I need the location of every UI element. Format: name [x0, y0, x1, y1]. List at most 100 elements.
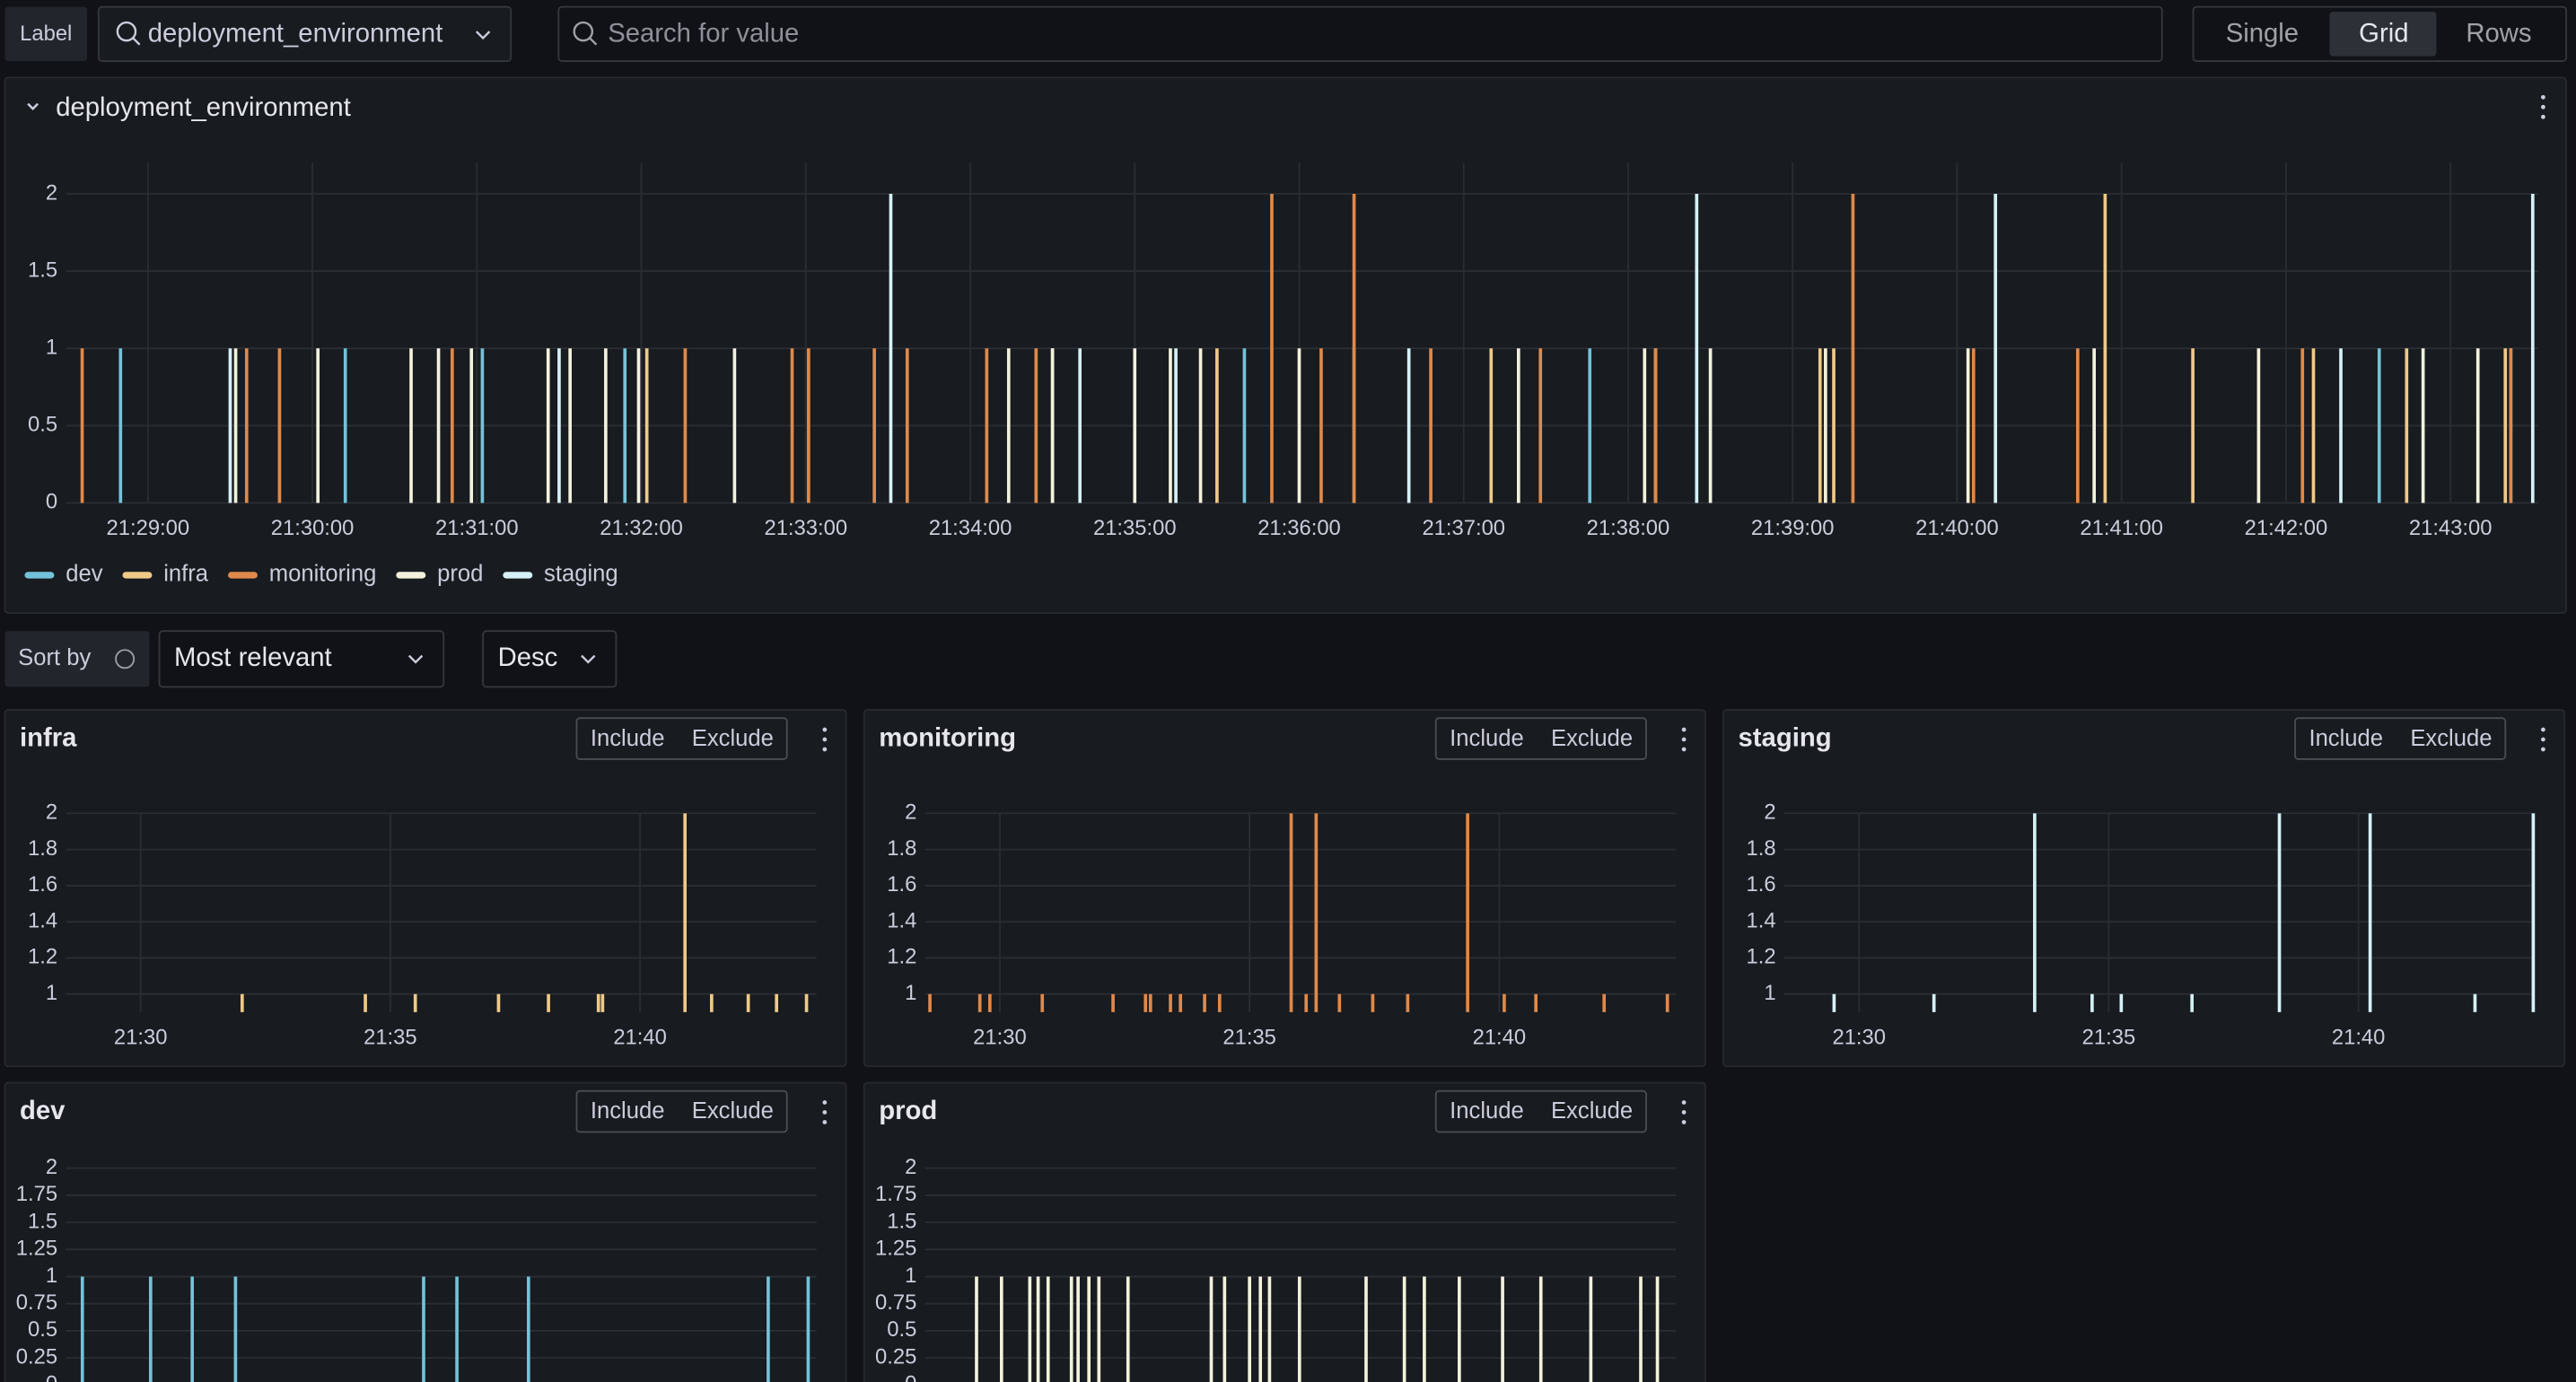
- value-panel: staging Include Exclude 1 1.2 1.4 1.6 1.8 2 21:30…: [1722, 709, 2566, 1068]
- sort-label-box: [4, 631, 150, 687]
- order-select[interactable]: [482, 630, 618, 688]
- legend-label[interactable]: infra: [163, 562, 209, 587]
- y-tick-label: 2: [1764, 800, 1775, 825]
- bar: [1402, 1276, 1406, 1382]
- exclude-button[interactable]: Exclude: [692, 1098, 774, 1124]
- include-button[interactable]: Include: [1450, 726, 1524, 751]
- bar: [1078, 348, 1082, 503]
- bar: [889, 193, 893, 503]
- y-tick-label: 1.6: [1747, 872, 1776, 897]
- include-button[interactable]: Include: [591, 726, 665, 751]
- view-option[interactable]: Grid: [2359, 19, 2408, 48]
- y-tick-label: 0.75: [16, 1290, 57, 1315]
- bar: [1069, 1276, 1073, 1382]
- y-tick-label: 1.8: [28, 836, 57, 861]
- menu-icon[interactable]: [1681, 737, 1687, 742]
- bar: [1169, 993, 1172, 1012]
- menu-icon[interactable]: [822, 1110, 828, 1115]
- bar: [148, 1276, 153, 1382]
- x-tick-label: 21:29:00: [107, 516, 190, 540]
- y-tick-label: 1.5: [28, 1209, 57, 1233]
- bar: [1133, 348, 1137, 503]
- bar: [999, 1276, 1003, 1382]
- menu-icon[interactable]: [1681, 1110, 1687, 1115]
- menu-icon[interactable]: [2541, 727, 2545, 732]
- bar: [1126, 1276, 1130, 1382]
- menu-icon[interactable]: [1681, 727, 1687, 732]
- bar: [2256, 348, 2261, 503]
- bar: [1534, 993, 1538, 1012]
- bar: [2421, 348, 2425, 503]
- bar: [190, 1276, 195, 1382]
- chevron: [475, 31, 491, 40]
- exclude-button[interactable]: Exclude: [692, 726, 774, 751]
- bar: [1695, 193, 1699, 503]
- bar: [1538, 348, 1543, 503]
- y-tick-label: 2: [905, 1155, 916, 1179]
- bar: [1458, 1276, 1461, 1382]
- label-select[interactable]: [97, 5, 513, 62]
- bar: [316, 348, 320, 503]
- x-tick-label: 21:30: [114, 1025, 168, 1049]
- exclude-button[interactable]: Exclude: [1551, 1098, 1633, 1124]
- bar: [1966, 348, 1970, 503]
- bar: [480, 348, 485, 503]
- bar: [905, 348, 909, 503]
- menu-icon[interactable]: [822, 747, 828, 752]
- menu-icon[interactable]: [2541, 747, 2545, 752]
- legend-label[interactable]: monitoring: [269, 562, 377, 587]
- x-tick-label: 21:31:00: [435, 516, 519, 540]
- exclude-button[interactable]: Exclude: [1551, 726, 1633, 751]
- panel-title: dev: [20, 1096, 66, 1125]
- value-panel: infra Include Exclude 1 1.2 1.4 1.6 1.8 2 21:30 21…: [4, 709, 847, 1068]
- legend-label[interactable]: prod: [437, 562, 483, 587]
- y-tick-label: 2: [46, 180, 57, 205]
- y-tick-label: 1.6: [887, 872, 916, 897]
- collapse-icon[interactable]: [27, 102, 39, 110]
- menu-icon[interactable]: [2541, 94, 2545, 119]
- include-button[interactable]: Include: [1450, 1098, 1524, 1124]
- menu-icon[interactable]: [822, 1100, 828, 1105]
- search-icon: [573, 21, 594, 42]
- order-value: Desc: [498, 643, 558, 672]
- bar: [343, 348, 347, 503]
- exclude-button[interactable]: Exclude: [2410, 726, 2492, 751]
- menu-icon[interactable]: [1681, 747, 1687, 752]
- bar: [233, 1276, 238, 1382]
- panel-box: [4, 709, 847, 1068]
- x-tick-label: 21:30:00: [271, 516, 355, 540]
- bar: [683, 813, 687, 1012]
- include-button[interactable]: Include: [2309, 726, 2383, 751]
- search-input[interactable]: [557, 5, 2163, 62]
- bar: [228, 348, 232, 503]
- sort-select[interactable]: [158, 630, 445, 688]
- info-icon: [115, 649, 136, 669]
- menu-icon[interactable]: [1681, 1120, 1687, 1124]
- y-tick-label: 1.4: [1747, 908, 1776, 932]
- button-group: [575, 1089, 788, 1133]
- bar: [2191, 348, 2195, 503]
- menu-icon[interactable]: [822, 1120, 828, 1124]
- view-option[interactable]: Rows: [2466, 19, 2531, 48]
- menu-icon[interactable]: [1681, 1100, 1687, 1105]
- menu-icon[interactable]: [2541, 737, 2545, 742]
- x-tick-label: 21:39:00: [1751, 516, 1835, 540]
- bar: [1423, 1276, 1426, 1382]
- bar: [1304, 993, 1309, 1012]
- menu-icon[interactable]: [822, 737, 828, 742]
- bar: [1248, 1276, 1251, 1382]
- menu-icon[interactable]: [822, 727, 828, 732]
- bar: [455, 1276, 459, 1382]
- legend-label[interactable]: staging: [544, 562, 618, 587]
- view-option[interactable]: Single: [2226, 19, 2299, 48]
- legend-label[interactable]: dev: [66, 562, 102, 587]
- bar: [1178, 993, 1183, 1012]
- include-button[interactable]: Include: [591, 1098, 665, 1124]
- bar: [1832, 348, 1836, 503]
- button-group: [1434, 1089, 1647, 1133]
- button-group: [1434, 717, 1647, 760]
- x-tick-label: 21:36:00: [1257, 516, 1341, 540]
- x-tick-label: 21:34:00: [929, 516, 1012, 540]
- bar: [1209, 1276, 1214, 1382]
